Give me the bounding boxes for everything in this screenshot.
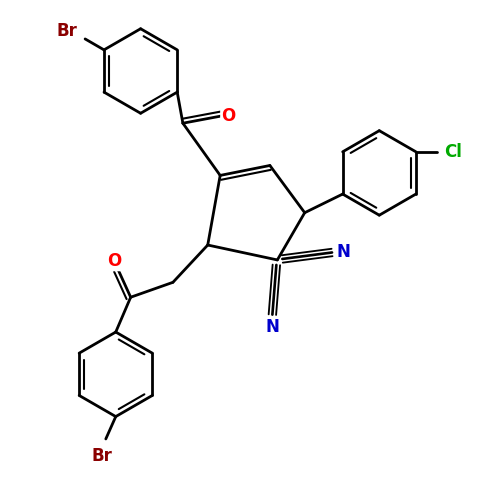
Text: Br: Br [56, 22, 77, 40]
Text: Cl: Cl [444, 143, 462, 161]
Text: Br: Br [92, 448, 112, 466]
Text: O: O [107, 252, 122, 270]
Text: N: N [266, 318, 280, 336]
Text: O: O [222, 107, 235, 124]
Text: N: N [336, 244, 350, 262]
